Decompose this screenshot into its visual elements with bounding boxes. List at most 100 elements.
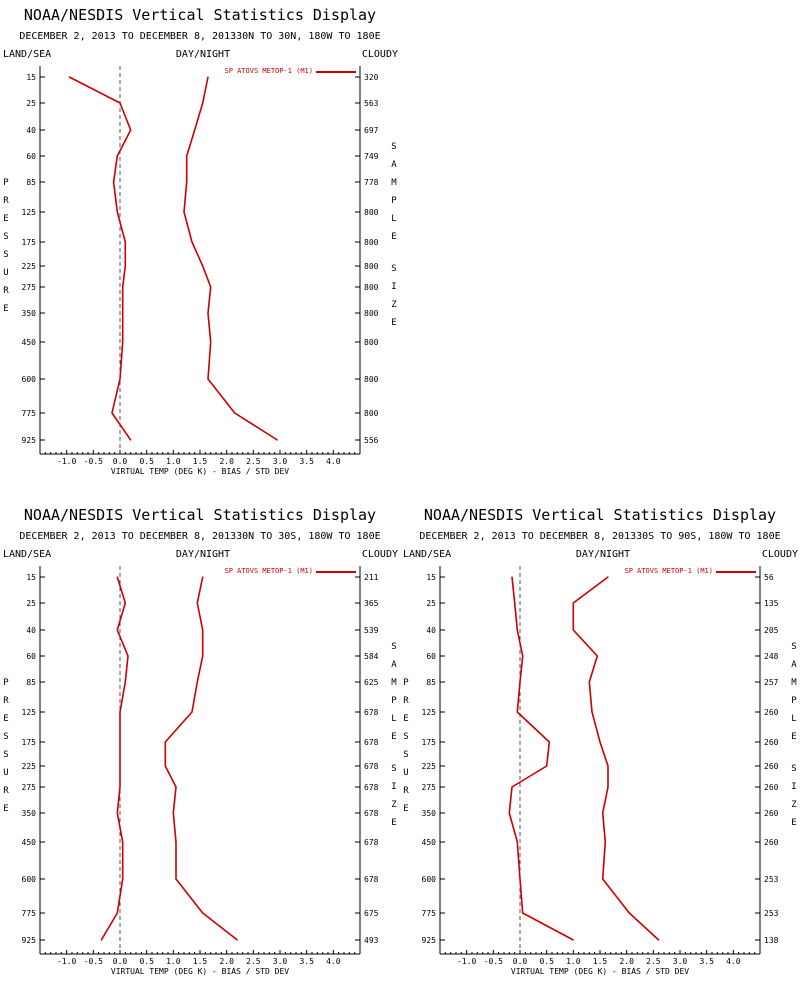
std-dev-point	[602, 812, 604, 814]
std-dev-point	[628, 912, 630, 914]
sample-size-axis-char: L	[791, 714, 796, 724]
sample-size-axis-char: I	[791, 782, 796, 792]
bias-point	[119, 741, 121, 743]
bias-point	[511, 576, 513, 578]
std-dev-series-line	[183, 76, 278, 441]
std-dev-point	[207, 76, 209, 78]
pressure-level-label: 85	[26, 678, 36, 687]
pressure-level-label: 225	[22, 262, 37, 271]
std-dev-point	[599, 741, 601, 743]
bias-point	[546, 765, 548, 767]
chart-panel-30s-90s: NOAA/NESDIS Vertical Statistics Display D…	[400, 500, 800, 1000]
pressure-level-label: 15	[426, 573, 436, 582]
bias-point	[119, 102, 121, 104]
sample-size-label: 678	[364, 738, 379, 747]
bias-point	[122, 312, 124, 314]
bias-point	[519, 681, 521, 683]
std-dev-point	[236, 939, 238, 941]
x-tick-label: 3.5	[299, 957, 314, 966]
sample-size-axis-char: S	[391, 142, 396, 152]
sample-size-axis-char: S	[791, 642, 796, 652]
sample-size-label: 211	[364, 573, 379, 582]
cloudy-label: CLOUDY	[762, 549, 798, 560]
std-dev-point	[572, 602, 574, 604]
sample-size-label: 260	[764, 708, 779, 717]
chart-subtitle: DECEMBER 2, 2013 TO DECEMBER 8, 201330N …	[19, 531, 380, 542]
sample-size-label: 800	[364, 375, 379, 384]
bias-point	[124, 681, 126, 683]
bias-point	[122, 341, 124, 343]
std-dev-point	[202, 265, 204, 267]
cloudy-label: CLOUDY	[362, 49, 398, 60]
sample-size-label: 678	[364, 838, 379, 847]
std-dev-series-line	[164, 576, 238, 941]
sample-size-label: 260	[764, 809, 779, 818]
bias-point	[127, 655, 129, 657]
std-dev-point	[202, 912, 204, 914]
bias-point	[122, 841, 124, 843]
y-axis-label-char: R	[3, 286, 9, 296]
sample-size-axis-char: A	[391, 160, 397, 170]
bias-point	[119, 711, 121, 713]
std-dev-point	[572, 629, 574, 631]
x-tick-label: 1.0	[166, 457, 181, 466]
sample-size-label: 678	[364, 809, 379, 818]
y-axis-label-char: E	[3, 304, 8, 314]
pressure-level-label: 85	[426, 678, 436, 687]
std-dev-point	[196, 681, 198, 683]
y-axis-label-char: P	[3, 678, 9, 688]
bias-point	[508, 812, 510, 814]
sample-size-label: 800	[364, 338, 379, 347]
pressure-level-label: 40	[26, 126, 36, 135]
pressure-level-label: 15	[26, 573, 36, 582]
bias-point	[548, 741, 550, 743]
x-tick-label: 3.0	[273, 957, 288, 966]
chart-title: NOAA/NESDIS Vertical Statistics Display	[24, 506, 376, 524]
sample-size-label: 625	[364, 678, 379, 687]
pressure-level-label: 40	[426, 626, 436, 635]
sample-size-label: 584	[364, 652, 379, 661]
x-tick-label: 2.0	[219, 957, 234, 966]
sample-size-label: 556	[364, 436, 379, 445]
y-axis-label-char: P	[3, 178, 9, 188]
std-dev-point	[164, 741, 166, 743]
std-dev-point	[602, 878, 604, 880]
pressure-level-label: 125	[422, 708, 437, 717]
pressure-level-label: 15	[26, 73, 36, 82]
bias-point	[516, 629, 518, 631]
pressure-level-label: 175	[422, 738, 437, 747]
y-axis-label-char: U	[3, 268, 8, 278]
sample-size-axis-char: M	[791, 678, 797, 688]
std-dev-point	[202, 102, 204, 104]
pressure-level-label: 600	[22, 875, 37, 884]
x-tick-label: -0.5	[84, 457, 103, 466]
std-dev-point	[183, 211, 185, 213]
legend-label: SP ATOVS METOP-1 (M1)	[224, 567, 313, 575]
sample-size-label: 260	[764, 738, 779, 747]
sample-size-axis-char: Z	[391, 800, 397, 810]
std-dev-point	[175, 786, 177, 788]
chart-panel-30n-30n: NOAA/NESDIS Vertical Statistics Display D…	[0, 0, 400, 500]
y-axis-label-char: S	[3, 732, 8, 742]
sample-size-label: 248	[764, 652, 779, 661]
sample-size-label: 778	[364, 178, 379, 187]
pressure-level-label: 350	[22, 809, 37, 818]
sample-size-axis-char: A	[791, 660, 797, 670]
pressure-level-label: 275	[22, 283, 37, 292]
x-tick-label: -1.0	[57, 957, 76, 966]
y-axis-label-char: S	[3, 232, 8, 242]
sample-size-axis-char: E	[791, 818, 796, 828]
sample-size-axis-char: A	[391, 660, 397, 670]
land-sea-label: LAND/SEA	[403, 549, 451, 560]
std-dev-point	[172, 812, 174, 814]
y-axis-label-char: S	[3, 250, 8, 260]
x-tick-label: 4.0	[726, 957, 741, 966]
bias-point	[516, 711, 518, 713]
x-tick-label: 0.0	[113, 457, 128, 466]
sample-size-label: 800	[364, 283, 379, 292]
sample-size-axis-char: L	[391, 714, 396, 724]
pressure-level-label: 25	[26, 599, 36, 608]
x-tick-label: 2.5	[246, 957, 261, 966]
bias-point	[124, 602, 126, 604]
bias-point	[522, 912, 524, 914]
